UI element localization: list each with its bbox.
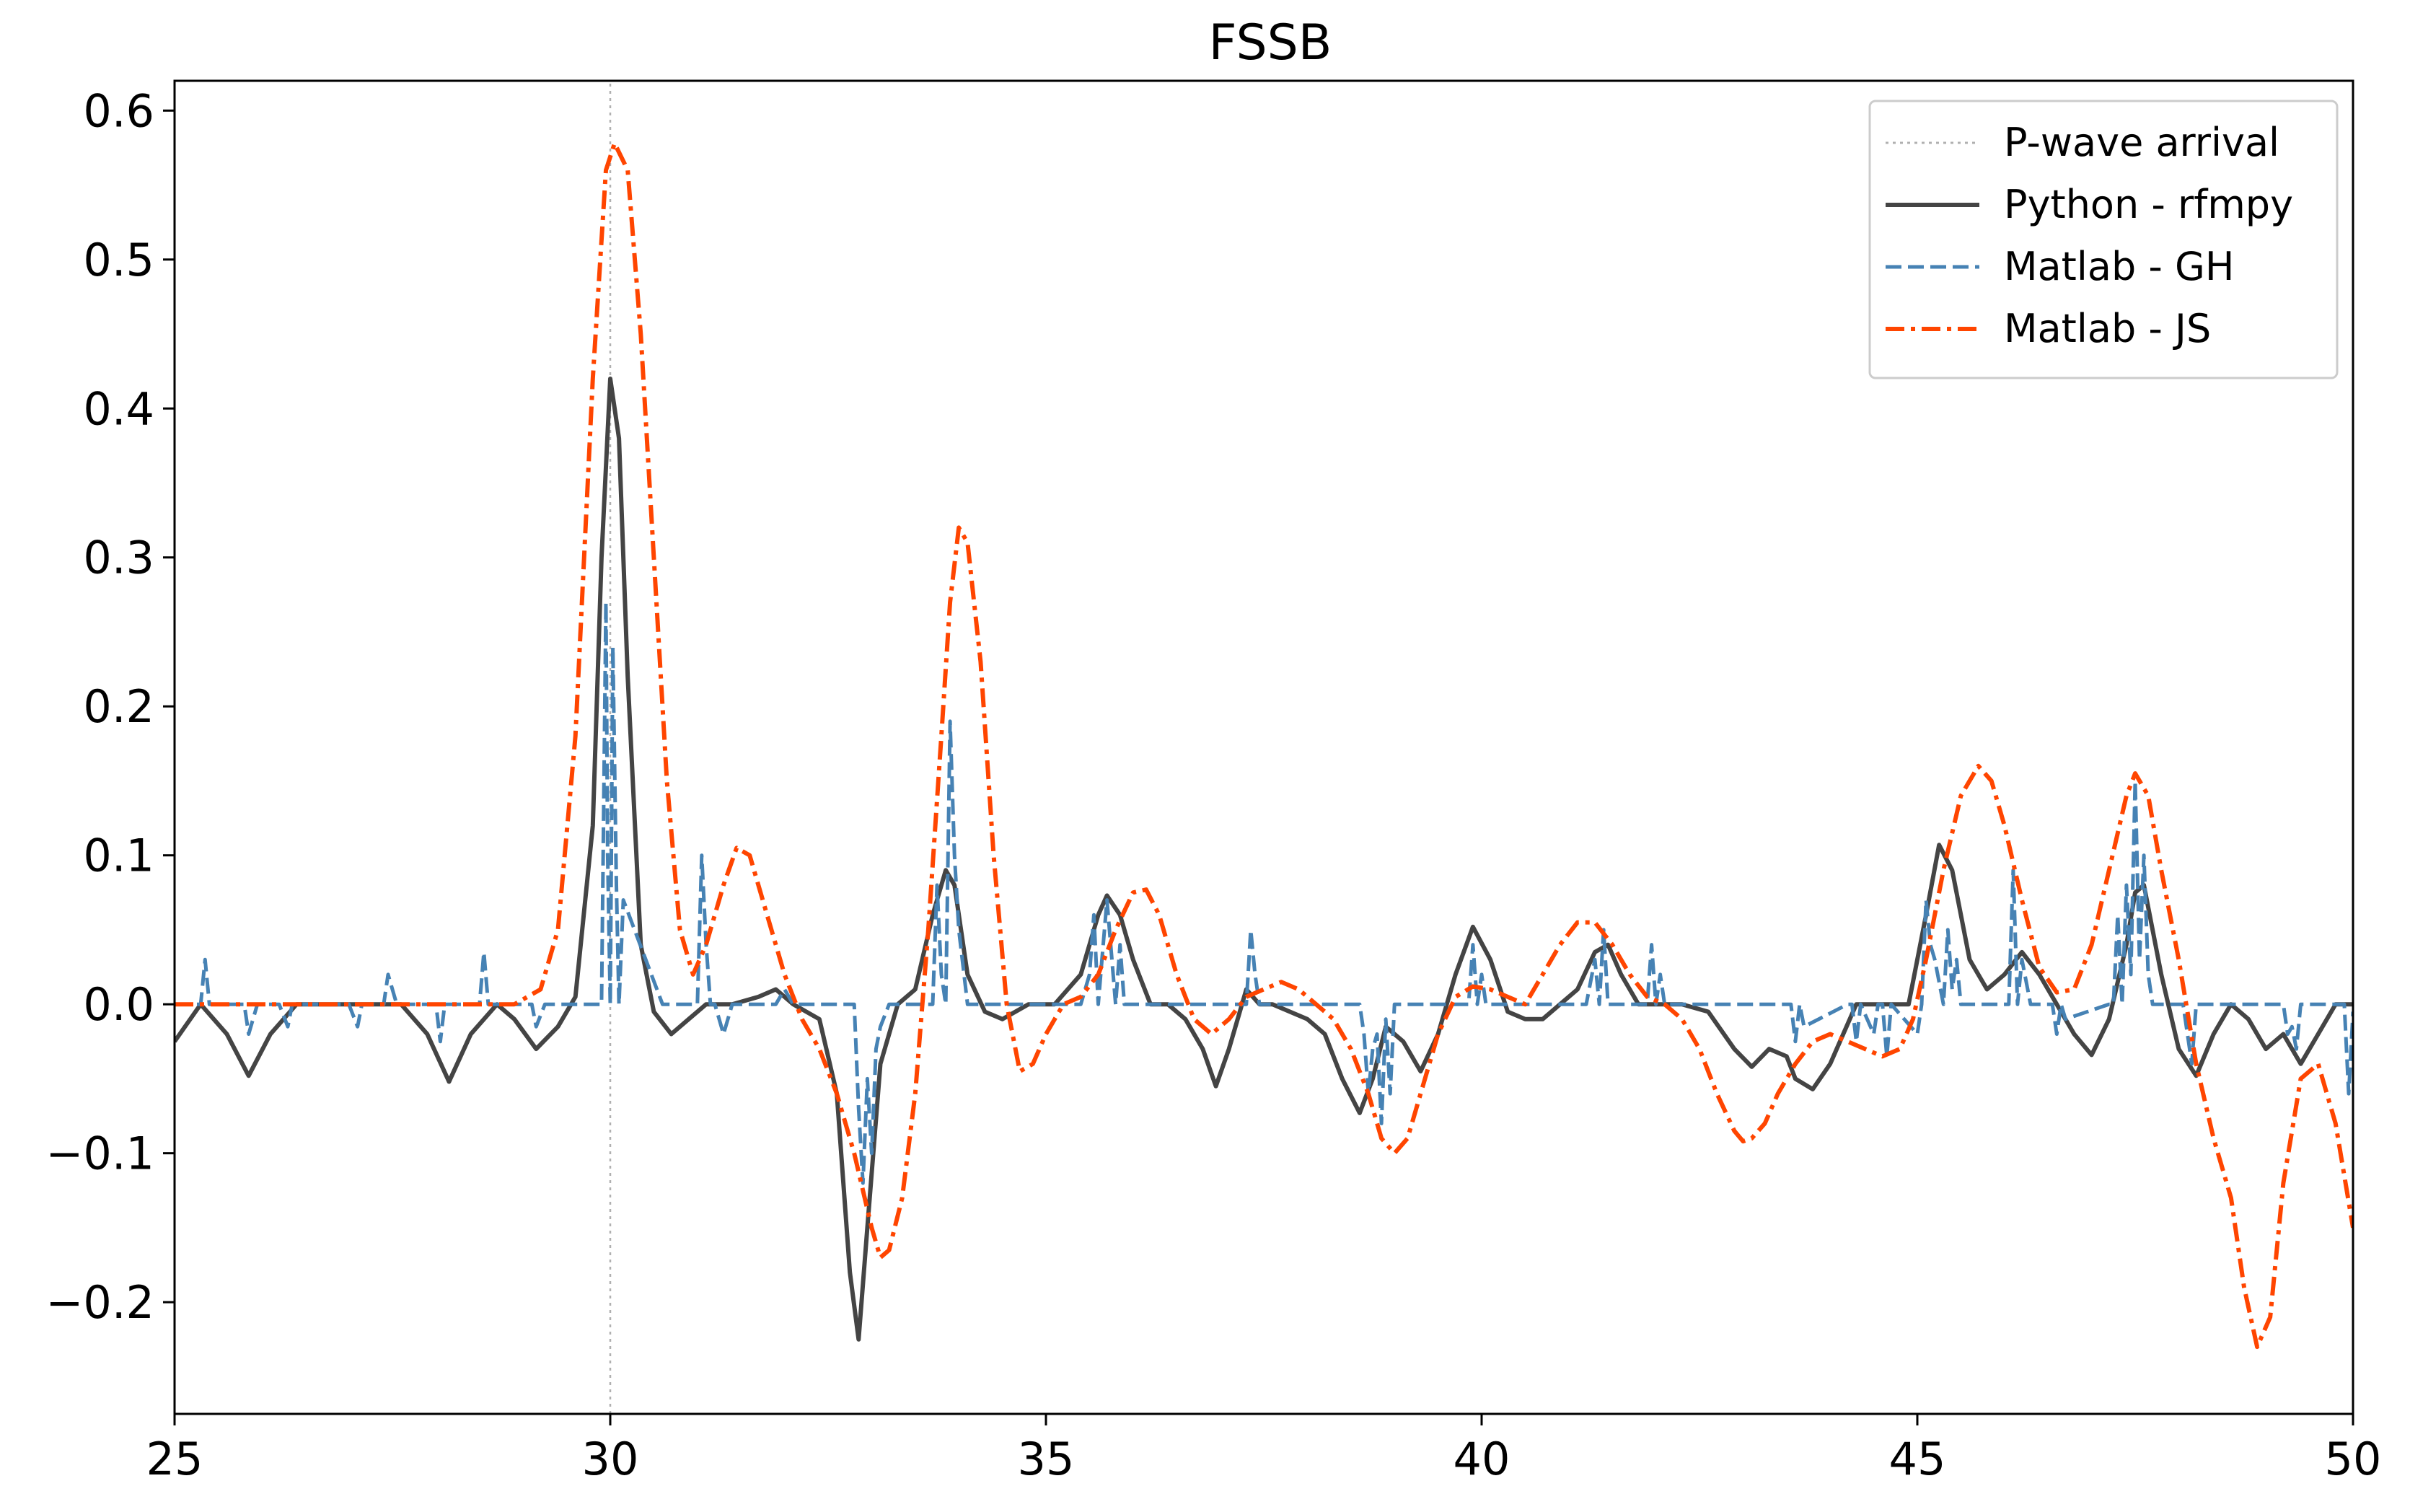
legend-box xyxy=(1868,100,2339,379)
y-tick-label: 0.5 xyxy=(83,234,154,286)
y-axis: −0.2 −0.1 0.0 0.1 0.2 0.3 0.4 0.5 0.6 xyxy=(45,84,175,1329)
series-line-matlab-js xyxy=(175,141,2353,1350)
legend-label: Python - rfmpy xyxy=(2004,182,2293,227)
y-tick-label: −0.1 xyxy=(45,1128,154,1180)
x-tick-label: 35 xyxy=(1018,1433,1075,1485)
y-tick-label: 0.4 xyxy=(83,382,154,435)
x-axis: 25 30 35 40 45 50 xyxy=(146,1414,2382,1485)
legend-label: P-wave arrival xyxy=(2004,120,2279,165)
plot-area xyxy=(175,81,2353,1414)
y-tick-label: 0.2 xyxy=(83,680,154,733)
x-tick-label: 25 xyxy=(146,1433,203,1485)
x-tick-label: 30 xyxy=(582,1433,639,1485)
x-tick-label: 50 xyxy=(2325,1433,2382,1485)
x-tick-label: 45 xyxy=(1889,1433,1946,1485)
series-line-matlab-gh xyxy=(175,600,2353,1185)
axes-frame xyxy=(173,79,2354,1415)
x-tick-label: 40 xyxy=(1454,1433,1510,1485)
series-line-python-rfmpy xyxy=(175,377,2353,1342)
y-tick-label: −0.2 xyxy=(45,1276,154,1329)
y-tick-label: 0.1 xyxy=(83,830,154,882)
chart-title: FSSB xyxy=(1209,14,1332,71)
y-tick-label: 0.0 xyxy=(83,978,154,1031)
legend-label: Matlab - GH xyxy=(2004,244,2235,289)
y-tick-label: 0.6 xyxy=(83,84,154,137)
legend-label: Matlab - JS xyxy=(2004,306,2211,351)
legend: P-wave arrival Python - rfmpy Matlab - GH M… xyxy=(1868,100,2339,379)
y-tick-label: 0.3 xyxy=(83,532,154,584)
